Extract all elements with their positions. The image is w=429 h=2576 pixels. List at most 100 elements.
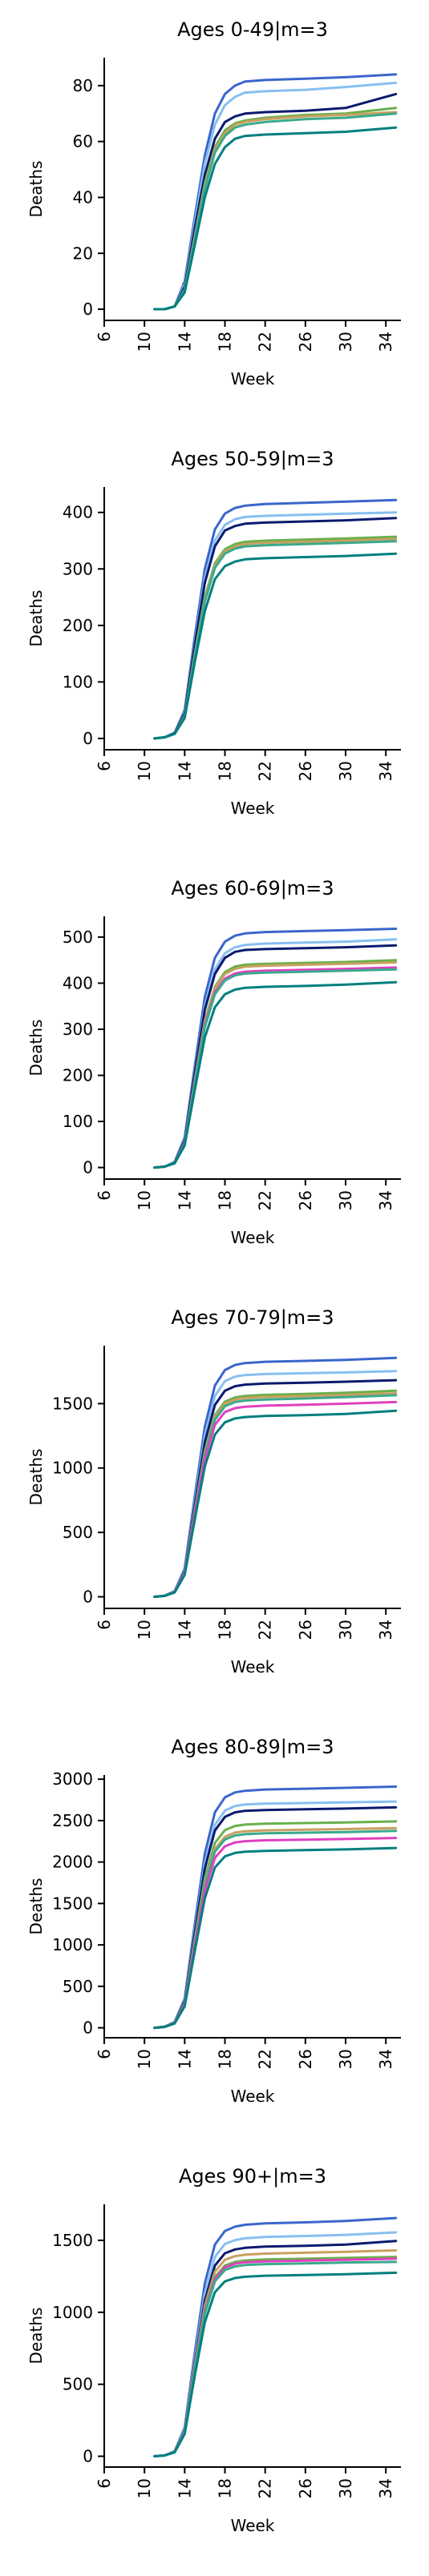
series-line [153,1829,398,2030]
series-line [153,944,398,1169]
x-tick-label: 18 [216,2478,235,2498]
chart-panel: Ages 50-59|m=3 0 100 200 300 400 6 10 14 18 22 26 30… [0,429,429,859]
series-line [153,540,398,740]
y-tick-label: 0 [83,729,93,748]
y-tick-label: 0 [83,1588,93,1607]
y-tick-label: 1000 [52,1459,93,1478]
x-tick-label: 10 [135,1620,154,1640]
x-tick-label: 6 [95,1190,114,1201]
series-line [153,1800,398,2030]
x-tick-label: 18 [216,332,235,352]
line-chart: Ages 0-49|m=3 0 20 40 60 80 6 10 14 18 22 26 30 34 Wee… [26,18,401,388]
y-tick-label: 80 [73,76,93,95]
x-tick-label: 18 [216,1620,235,1640]
x-tick-label: 6 [95,1620,114,1630]
y-tick-label: 1500 [52,1394,93,1413]
series-line [153,2231,398,2457]
series-line [153,961,398,1169]
y-tick-label: 500 [63,2375,93,2394]
y-tick-label: 2500 [52,1811,93,1830]
series-line [153,126,398,311]
x-axis-label: Week [231,369,275,388]
x-tick-label: 34 [376,2478,395,2498]
y-tick-label: 3000 [52,1769,93,1789]
x-tick-label: 14 [175,2478,194,2498]
x-tick-label: 30 [336,1620,355,1640]
x-tick-label: 6 [95,761,114,771]
y-tick-label: 40 [73,187,93,207]
y-tick-label: 0 [83,300,93,319]
x-tick-label: 22 [256,761,275,781]
x-tick-label: 14 [175,1190,194,1210]
y-tick-label: 100 [63,1112,93,1131]
chart-panel: Ages 0-49|m=3 0 20 40 60 80 6 10 14 18 22 26 30 34 Wee… [0,0,429,429]
x-tick-label: 10 [135,761,154,781]
x-tick-label: 10 [135,1190,154,1210]
y-tick-label: 0 [83,2019,93,2038]
series-line [153,112,398,311]
y-tick-label: 500 [63,928,93,947]
series-line [153,938,398,1169]
series-line [153,2257,398,2457]
x-tick-label: 22 [256,1620,275,1640]
chart-title: Ages 60-69|m=3 [171,877,334,900]
series-line [153,980,398,1169]
series-line [153,1837,398,2030]
x-tick-label: 22 [256,1190,275,1210]
x-tick-label: 18 [216,761,235,781]
series-line [153,2256,398,2457]
series-line [153,1389,398,1598]
x-tick-label: 6 [95,2049,114,2059]
x-axis-label: Week [231,2516,275,2535]
x-tick-label: 10 [135,332,154,352]
series-line [153,535,398,740]
x-tick-label: 34 [376,1620,395,1640]
y-axis-label: Deaths [26,161,46,218]
y-axis-label: Deaths [26,590,46,647]
chart-title: Ages 50-59|m=3 [171,448,334,470]
line-chart: Ages 60-69|m=3 0 100 200 300 400 500 6 10 14 18 22 2… [26,877,401,1247]
y-tick-label: 200 [63,616,93,635]
series-line [153,966,398,1169]
chart-title: Ages 90+|m=3 [179,2165,326,2188]
x-tick-label: 30 [336,332,355,352]
x-tick-label: 26 [296,1620,315,1640]
series-line [153,1846,398,2030]
y-axis-label: Deaths [26,1020,46,1077]
series-line [153,517,398,740]
y-tick-label: 0 [83,2447,93,2466]
x-tick-label: 34 [376,2049,395,2069]
series-line [153,111,398,311]
chart-title: Ages 0-49|m=3 [177,18,328,41]
y-tick-label: 0 [83,1158,93,1177]
chart-title: Ages 80-89|m=3 [171,1736,334,1758]
series-line [153,498,398,740]
x-tick-label: 26 [296,2478,315,2498]
x-tick-label: 30 [336,2049,355,2069]
x-tick-label: 14 [175,761,194,781]
y-tick-label: 500 [63,1977,93,1996]
series-line [153,511,398,740]
x-axis-label: Week [231,799,275,818]
chart-title: Ages 70-79|m=3 [171,1306,334,1329]
series-line [153,2271,398,2457]
series-line [153,2249,398,2457]
x-tick-label: 30 [336,761,355,781]
x-tick-label: 22 [256,332,275,352]
line-chart: Ages 50-59|m=3 0 100 200 300 400 6 10 14 18 22 26 30… [26,448,401,818]
y-axis-label: Deaths [26,1449,46,1506]
y-tick-label: 300 [63,559,93,578]
y-tick-label: 300 [63,1020,93,1039]
y-axis-label: Deaths [26,1878,46,1935]
series-line [153,968,398,1169]
y-tick-label: 20 [73,244,93,263]
x-tick-label: 34 [376,332,395,352]
x-tick-label: 6 [95,2478,114,2489]
x-tick-label: 10 [135,2049,154,2069]
series-line [153,73,398,311]
y-tick-label: 1000 [52,1935,93,1954]
chart-panel: Ages 80-89|m=3 0 500 1000 1500 2000 2500 3000 6 1… [0,1717,429,2147]
y-tick-label: 400 [63,973,93,992]
x-tick-label: 26 [296,761,315,781]
